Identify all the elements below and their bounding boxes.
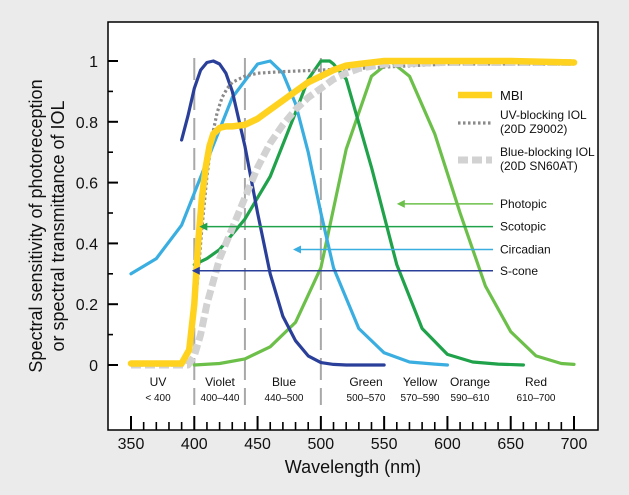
annotation-label-scotopic: Scotopic — [500, 220, 546, 234]
x-tick-label-700: 700 — [561, 436, 588, 453]
y-axis-title-line1: Spectral sensitivity of photoreception — [26, 79, 46, 372]
series-line-scotopic — [192, 59, 526, 367]
legend-label-uv-blocking-iol-20d-z9002-1: UV-blocking IOL — [500, 108, 587, 122]
band-range-red: 610–700 — [517, 393, 556, 404]
y-tick-label-0.2: 0.2 — [76, 297, 98, 314]
band-label-uv: UV — [150, 375, 167, 389]
y-tick-label-0.4: 0.4 — [76, 236, 98, 253]
band-labels: UV < 400 Violet 400–440 Blue 440–500 Green 500–… — [145, 375, 556, 404]
band-range-green: 500–570 — [347, 393, 386, 404]
annotations: Photopic Scotopic Circadian S-cone — [191, 197, 551, 278]
series-line-blue-blocking-iol-20d-sn60at — [131, 59, 574, 369]
y-axis-title-line2: or spectral transmittance of IOL — [48, 100, 68, 351]
x-axis: 350 400 450 500 550 600 650 700 — [118, 416, 588, 453]
x-tick-label-500: 500 — [308, 436, 335, 453]
legend-label-blue-blocking-iol-20d-sn60at-1: Blue-blocking IOL — [500, 145, 595, 159]
annotation-arrowhead-circadian — [293, 245, 302, 254]
band-label-red: Red — [525, 375, 547, 389]
band-label-green: Green — [349, 375, 382, 389]
annotation-label-s-cone: S-cone — [500, 264, 538, 278]
series-line-s-cone — [180, 59, 386, 367]
band-range-uv: < 400 — [145, 393, 171, 404]
annotation-label-circadian: Circadian — [500, 242, 551, 256]
annotation-label-photopic: Photopic — [500, 197, 547, 211]
band-label-orange: Orange — [450, 375, 490, 389]
band-range-orange: 590–610 — [451, 393, 490, 404]
series-line-mbi — [127, 57, 578, 367]
legend-label-blue-blocking-iol-20d-sn60at-2: (20D SN60AT) — [500, 159, 578, 173]
legend: MBI UV-blocking IOL(20D Z9002) Blue-blocki… — [458, 88, 595, 173]
band-label-violet: Violet — [205, 375, 235, 389]
band-range-blue: 440–500 — [265, 393, 304, 404]
legend-label-uv-blocking-iol-20d-z9002-2: (20D Z9002) — [500, 122, 567, 136]
x-tick-label-550: 550 — [371, 436, 398, 453]
x-axis-title: Wavelength (nm) — [285, 457, 421, 477]
x-tick-label-650: 650 — [497, 436, 524, 453]
series-lines — [127, 57, 578, 369]
band-range-yellow: 570–590 — [401, 393, 440, 404]
y-tick-label-0: 0 — [89, 358, 98, 375]
series-line-circadian — [129, 59, 449, 367]
y-tick-label-0.8: 0.8 — [76, 115, 98, 132]
annotation-arrowhead-photopic — [396, 199, 405, 208]
annotation-arrowhead-scotopic — [199, 222, 208, 231]
annotation-arrowhead-s-cone — [191, 266, 200, 275]
legend-label-mbi-1: MBI — [500, 88, 523, 103]
y-axis: 0 0.2 0.4 0.6 0.8 1 — [76, 54, 118, 375]
y-tick-label-1: 1 — [89, 54, 98, 71]
band-range-violet: 400–440 — [201, 393, 240, 404]
x-tick-label-450: 450 — [244, 436, 271, 453]
x-tick-label-350: 350 — [118, 436, 145, 453]
y-tick-label-0.6: 0.6 — [76, 176, 98, 193]
x-tick-label-600: 600 — [434, 436, 461, 453]
x-tick-label-400: 400 — [181, 436, 208, 453]
band-label-yellow: Yellow — [403, 375, 438, 389]
band-label-blue: Blue — [272, 375, 296, 389]
